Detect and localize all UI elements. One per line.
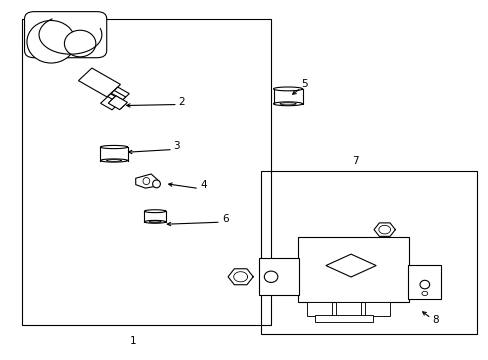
Text: 2: 2 bbox=[178, 97, 184, 107]
Bar bbox=[407, 265, 440, 299]
Text: 8: 8 bbox=[431, 315, 438, 325]
Ellipse shape bbox=[419, 280, 429, 289]
Ellipse shape bbox=[27, 21, 75, 63]
Bar bbox=[336, 302, 360, 316]
Text: 1: 1 bbox=[130, 336, 136, 346]
Text: 6: 6 bbox=[222, 214, 228, 224]
Polygon shape bbox=[111, 90, 125, 100]
Bar bbox=[365, 302, 389, 316]
Text: 4: 4 bbox=[200, 180, 206, 190]
Polygon shape bbox=[136, 174, 159, 188]
Text: 3: 3 bbox=[173, 141, 180, 151]
Ellipse shape bbox=[142, 177, 149, 185]
Bar bbox=[297, 237, 408, 302]
Bar bbox=[22, 19, 270, 325]
Polygon shape bbox=[78, 68, 120, 97]
Bar bbox=[261, 171, 476, 334]
Ellipse shape bbox=[152, 180, 160, 188]
Text: 5: 5 bbox=[301, 79, 307, 89]
Polygon shape bbox=[325, 254, 375, 277]
FancyBboxPatch shape bbox=[24, 12, 106, 58]
Bar bbox=[259, 258, 298, 295]
Ellipse shape bbox=[264, 271, 277, 283]
Polygon shape bbox=[107, 94, 122, 103]
Bar bbox=[307, 302, 331, 316]
Ellipse shape bbox=[421, 291, 427, 296]
Ellipse shape bbox=[64, 30, 96, 57]
Bar bbox=[314, 315, 372, 322]
Polygon shape bbox=[108, 96, 127, 110]
Polygon shape bbox=[109, 97, 126, 108]
Text: 7: 7 bbox=[352, 156, 358, 166]
Polygon shape bbox=[101, 87, 129, 110]
